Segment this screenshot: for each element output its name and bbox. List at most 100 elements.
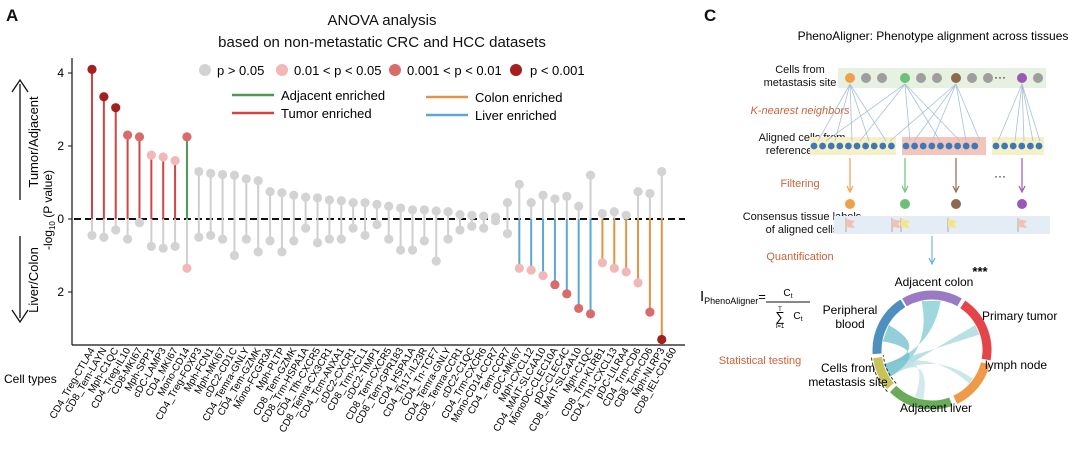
knn-link xyxy=(1014,83,1023,142)
chord-segment-arc xyxy=(960,300,992,361)
chord-label: Adjacent liver xyxy=(900,401,972,415)
reference-cell-dot xyxy=(945,142,953,150)
y-upper-label: Tumor/Adjacent xyxy=(26,96,41,188)
filter-arrow-head xyxy=(901,185,909,194)
knn-link xyxy=(904,83,911,142)
metastasis-cell-dot xyxy=(967,73,977,83)
reference-cell-dot xyxy=(888,142,895,150)
lower-point xyxy=(455,225,465,235)
upper-point xyxy=(526,197,536,208)
lower-point xyxy=(609,263,619,273)
metastasis-cell-dot xyxy=(845,73,855,83)
formula: IPhenoAligner= Ct T ∑ t=1 Ct xyxy=(700,288,810,330)
upper-point xyxy=(455,210,465,220)
enrichment-legend: Adjacent enriched Tumor enriched Colon e… xyxy=(232,88,562,123)
knn-link xyxy=(849,83,887,142)
chord-diagram: Adjacent colon Primary tumor lymph node Adj… xyxy=(808,264,1057,415)
knn-link xyxy=(889,83,957,142)
knn-link xyxy=(859,83,906,142)
pval-legend-dot-4 xyxy=(510,64,522,76)
filter-arrow-head xyxy=(952,185,960,194)
y-lower-label: Liver/Colon xyxy=(26,247,41,313)
knn-link xyxy=(817,83,851,142)
lower-point xyxy=(384,234,394,244)
upper-point xyxy=(134,132,145,142)
lower-point xyxy=(360,230,370,241)
upper-point xyxy=(87,64,97,74)
lower-point xyxy=(229,250,240,261)
chord-segment-arc xyxy=(889,385,953,410)
upper-point xyxy=(574,201,584,211)
lower-point xyxy=(170,241,180,251)
lower-point xyxy=(633,278,643,288)
upper-point xyxy=(206,168,216,178)
step-labels: Cells from metastasis site K-nearest neigh… xyxy=(719,64,862,367)
reference-cell-dot xyxy=(962,142,970,150)
lower-point xyxy=(490,216,501,226)
lower-point xyxy=(111,225,121,235)
lower-point xyxy=(657,334,667,345)
y-axis-label: -log10 (P value) xyxy=(41,170,57,250)
y-axis-annotations: Tumor/Adjacent Liver/Colon -log10 (P val… xyxy=(11,78,57,324)
chord-ribbon xyxy=(882,325,910,377)
reference-cell-dot xyxy=(879,142,887,150)
upper-point xyxy=(562,191,572,201)
knn-link xyxy=(955,83,981,142)
knn-link xyxy=(1021,83,1025,142)
upper-point xyxy=(265,187,275,197)
upper-point xyxy=(538,190,548,200)
upper-point xyxy=(336,196,346,206)
filtered-cell-dot xyxy=(951,199,961,209)
chord-segment-arc xyxy=(872,299,906,355)
upper-point xyxy=(99,92,109,102)
metastasis-cell-dot xyxy=(951,73,961,83)
lower-point xyxy=(502,229,513,239)
ellipsis-top: ··· xyxy=(994,70,1006,84)
upper-point xyxy=(550,194,560,204)
lower-point xyxy=(348,223,358,233)
reference-cell-dot xyxy=(937,142,944,150)
upper-point xyxy=(479,211,489,221)
metastasis-cell-dot xyxy=(932,73,942,83)
upper-point xyxy=(396,203,406,213)
pval-legend-label-1: p > 0.05 xyxy=(217,63,264,78)
upper-point xyxy=(360,197,370,208)
chord-segment-arc xyxy=(873,356,895,390)
reference-group-box xyxy=(810,137,896,155)
knn-link xyxy=(1021,83,1034,142)
pval-legend-dot-1 xyxy=(199,64,211,76)
label-consensus: Consensus tissue labels of aligned cells xyxy=(743,211,862,236)
reference-cell-dot xyxy=(819,142,826,150)
lower-point xyxy=(407,245,418,255)
filtered-cell-dot xyxy=(845,199,855,209)
consensus-band xyxy=(834,216,1050,234)
enrich-legend-label-adjacent: Adjacent enriched xyxy=(281,88,385,103)
upper-point xyxy=(609,207,619,217)
ellipsis-filter: ··· xyxy=(994,169,1006,183)
significance-stars: *** xyxy=(972,264,988,279)
metastasis-segment-outline xyxy=(870,356,888,392)
upper-point xyxy=(443,207,453,217)
knn-link xyxy=(849,83,853,142)
chord-segment-arc xyxy=(953,362,990,404)
y-tick-lower-2-label: 2 xyxy=(57,285,64,299)
tissue-flag-icon xyxy=(948,219,957,228)
upper-point xyxy=(289,190,299,200)
lower-point xyxy=(372,219,382,230)
upper-point xyxy=(502,197,513,208)
panel-a-letter: A xyxy=(6,6,19,25)
knn-link xyxy=(955,83,967,142)
chord-label: Peripheral blood xyxy=(823,303,878,331)
lower-point xyxy=(217,234,228,244)
chord-label: Primary tumor xyxy=(982,309,1057,323)
enrich-legend-label-tumor: Tumor enriched xyxy=(281,106,372,121)
pval-legend-label-4: p < 0.001 xyxy=(530,63,585,78)
lower-point xyxy=(253,247,263,257)
lower-point xyxy=(479,223,489,233)
tissue-flag-icon xyxy=(846,219,855,228)
upper-point xyxy=(123,130,133,140)
lower-point xyxy=(621,267,631,277)
lower-point xyxy=(467,221,477,231)
upper-point xyxy=(645,188,655,199)
lower-point xyxy=(158,243,168,253)
